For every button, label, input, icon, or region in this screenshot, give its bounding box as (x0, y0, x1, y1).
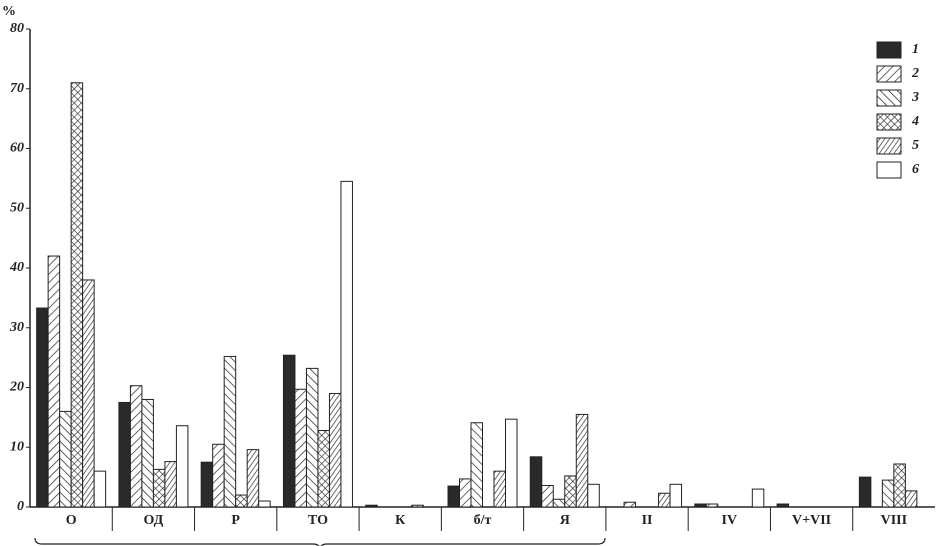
legend-swatch (876, 89, 902, 107)
y-tick-label: 60 (10, 141, 24, 156)
bar (564, 475, 577, 508)
bar (705, 503, 719, 508)
group-bracket (34, 537, 606, 546)
x-tick-label: V+VII (792, 513, 831, 528)
bar (493, 470, 506, 508)
bar (305, 367, 319, 508)
x-tick-label: II (642, 513, 653, 528)
bar (552, 498, 566, 508)
legend-swatch (876, 113, 902, 131)
bar (235, 494, 248, 508)
bar (669, 483, 683, 508)
bar (59, 410, 72, 508)
bar (118, 401, 131, 508)
bar (587, 483, 600, 508)
bar (529, 456, 543, 508)
x-tick-label: ОД (143, 513, 163, 528)
bar (282, 354, 296, 508)
x-tick-label: б/т (474, 513, 492, 528)
bar (365, 504, 378, 508)
bar (47, 255, 61, 508)
legend-label: 3 (911, 90, 919, 105)
x-tick-label: К (395, 513, 406, 528)
bar (904, 490, 918, 508)
y-tick-label: 70 (10, 81, 24, 96)
bar (328, 392, 342, 508)
x-tick-label: ТО (308, 513, 328, 528)
bar (223, 355, 237, 508)
bar (246, 449, 260, 508)
bar (751, 488, 765, 508)
bar (340, 180, 353, 508)
bar (212, 443, 225, 508)
bar (82, 279, 95, 508)
x-tick-label: Р (231, 513, 240, 528)
bar (141, 398, 154, 508)
x-tick-label: Я (560, 513, 570, 528)
y-axis-label: % (2, 4, 16, 19)
y-tick-label: 10 (10, 439, 24, 454)
bar (152, 468, 166, 508)
x-tick-label: О (66, 513, 77, 528)
bar (317, 430, 330, 508)
x-tick-label: IV (722, 513, 738, 528)
legend-label: 1 (912, 42, 919, 57)
bar (541, 484, 554, 508)
bar (36, 307, 49, 508)
bar (175, 425, 189, 508)
bar (575, 413, 589, 508)
legend-label: 2 (911, 66, 919, 81)
y-tick-label: 40 (9, 260, 24, 275)
bar (776, 503, 790, 508)
y-tick-label: 20 (9, 380, 24, 395)
bar (200, 461, 214, 508)
legend-swatch (876, 137, 902, 155)
bar (258, 500, 271, 508)
bar (881, 479, 895, 508)
y-tick-label: 0 (17, 499, 24, 514)
bar (470, 422, 483, 508)
legend-swatch (876, 65, 902, 83)
legend-swatch (876, 41, 902, 59)
y-tick-label: 30 (9, 320, 24, 335)
bar (694, 503, 707, 508)
legend-label: 5 (912, 138, 919, 153)
bar (294, 388, 307, 508)
bar (70, 82, 84, 508)
bar (93, 470, 107, 508)
bar (505, 418, 518, 508)
bar (164, 461, 177, 508)
bar (459, 478, 472, 508)
bar (411, 504, 424, 508)
legend-label: 4 (911, 114, 919, 129)
y-tick-label: 50 (10, 200, 24, 215)
legend-swatch (876, 161, 902, 179)
bar (447, 485, 460, 508)
bar (893, 463, 906, 508)
bar (658, 492, 671, 508)
y-tick-label: 80 (10, 21, 24, 36)
bar (129, 385, 143, 508)
bar (858, 476, 872, 508)
x-tick-label: VIII (881, 513, 907, 528)
bar (623, 501, 637, 508)
legend-label: 6 (912, 162, 919, 177)
